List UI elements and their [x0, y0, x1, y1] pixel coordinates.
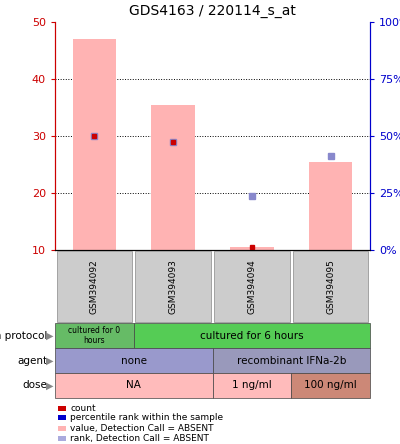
Text: GSM394095: GSM394095 [326, 259, 335, 314]
Bar [309, 162, 352, 250]
Bar [55, 323, 134, 348]
Text: GSM394094: GSM394094 [247, 259, 256, 314]
Text: count: count [70, 404, 96, 413]
Bar [56, 251, 132, 322]
Text: GSM394092: GSM394092 [90, 259, 99, 314]
Text: growth protocol: growth protocol [0, 330, 47, 341]
Bar [73, 39, 116, 250]
Text: value, Detection Call = ABSENT: value, Detection Call = ABSENT [70, 424, 214, 432]
Text: recombinant IFNa-2b: recombinant IFNa-2b [236, 356, 346, 365]
Text: cultured for 0
hours: cultured for 0 hours [68, 326, 120, 345]
Bar [55, 373, 212, 398]
Text: cultured for 6 hours: cultured for 6 hours [200, 330, 304, 341]
Text: percentile rank within the sample: percentile rank within the sample [70, 413, 224, 422]
Bar [58, 416, 66, 420]
Text: 100 ng/ml: 100 ng/ml [304, 381, 357, 391]
Bar [58, 436, 66, 441]
Bar [55, 348, 212, 373]
Bar [291, 373, 370, 398]
Text: GSM394093: GSM394093 [169, 259, 178, 314]
Bar [58, 425, 66, 431]
Text: agent: agent [17, 356, 47, 365]
Text: rank, Detection Call = ABSENT: rank, Detection Call = ABSENT [70, 435, 209, 444]
Text: 1 ng/ml: 1 ng/ml [232, 381, 272, 391]
Text: ▶: ▶ [46, 356, 53, 365]
Bar [152, 105, 195, 250]
Bar [293, 251, 368, 322]
Text: none: none [121, 356, 147, 365]
Title: GDS4163 / 220114_s_at: GDS4163 / 220114_s_at [129, 4, 296, 18]
Bar [230, 247, 274, 250]
Text: dose: dose [22, 381, 47, 391]
Bar [58, 406, 66, 411]
Bar [135, 251, 211, 322]
Text: ▶: ▶ [46, 330, 53, 341]
Text: ▶: ▶ [46, 381, 53, 391]
Text: NA: NA [126, 381, 141, 391]
Bar [134, 323, 370, 348]
Bar [212, 348, 370, 373]
Bar [212, 373, 291, 398]
Bar [214, 251, 290, 322]
